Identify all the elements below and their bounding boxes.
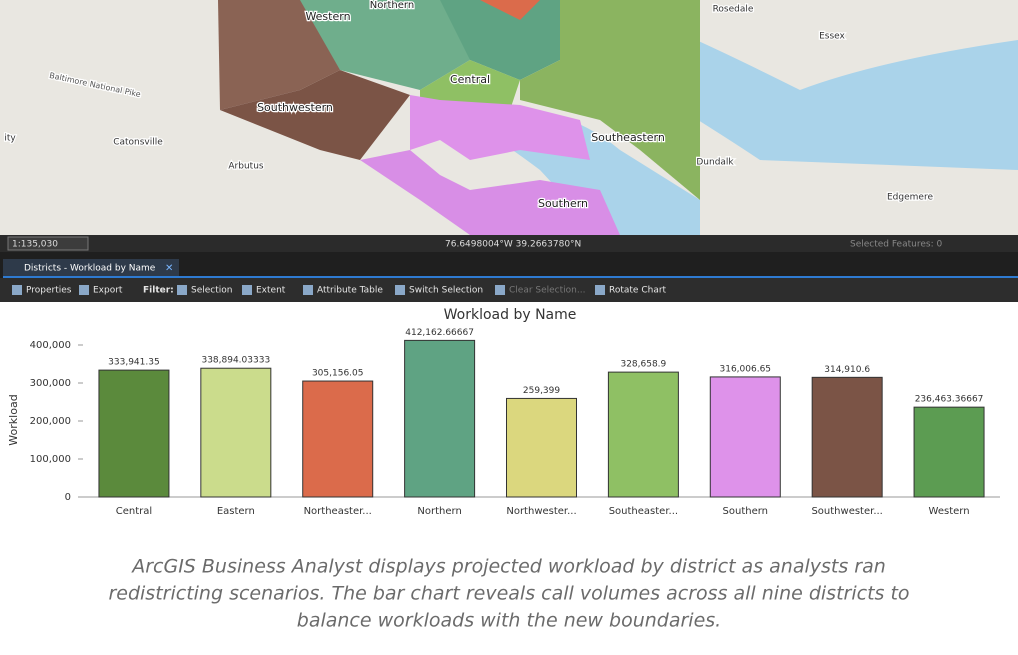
map-label: Dundalk <box>696 158 734 168</box>
tool-button[interactable]: Export <box>93 286 123 296</box>
y-tick-label: 0 <box>65 492 71 503</box>
x-tick-label: Southern <box>723 506 769 517</box>
map-label: ity <box>4 134 16 144</box>
bar <box>200 367 272 498</box>
map-label: Southern <box>538 197 588 210</box>
value-label: 314,910.6 <box>824 365 870 375</box>
value-label: 316,006.65 <box>720 364 772 374</box>
x-tick-label: Southeaster... <box>609 506 678 517</box>
tab-underline <box>3 276 1018 278</box>
chart-title: Workload by Name <box>444 307 577 323</box>
district <box>480 0 540 20</box>
scale: 1:135,030 <box>12 240 58 250</box>
toolbar <box>0 278 1018 302</box>
bar <box>709 376 781 498</box>
status-bar <box>0 235 1018 252</box>
bar <box>302 380 374 498</box>
y-tick-label: 400,000 <box>30 340 71 351</box>
tool-button[interactable]: Attribute Table <box>317 286 383 296</box>
map-label: Essex <box>819 32 845 42</box>
tool-button[interactable]: Clear Selection... <box>509 286 585 296</box>
district <box>520 0 700 200</box>
y-tick-label: 100,000 <box>30 454 71 465</box>
x-tick-label: Northern <box>417 506 461 517</box>
tool-button[interactable]: Filter: <box>143 286 174 296</box>
map-label: Edgemere <box>887 193 933 203</box>
map-label: Central <box>450 73 490 86</box>
bar <box>404 339 476 498</box>
value-label: 236,463.36667 <box>915 395 984 405</box>
tool-icon[interactable] <box>303 285 313 295</box>
y-axis-label: Workload <box>7 394 20 445</box>
x-tick-label: Northeaster... <box>304 506 372 517</box>
map-label: Catonsville <box>113 138 163 148</box>
y-tick-label: 300,000 <box>30 378 71 389</box>
map-label: Northern <box>370 0 414 11</box>
tool-icon[interactable] <box>395 285 405 295</box>
coordinates: 76.6498004°W 39.2663780°N <box>445 240 581 250</box>
value-label: 412,162.66667 <box>405 328 474 338</box>
value-label: 305,156.05 <box>312 369 364 379</box>
value-label: 328,658.9 <box>620 360 666 370</box>
district <box>360 150 620 235</box>
tool-icon[interactable] <box>79 285 89 295</box>
value-label: 333,941.35 <box>108 358 160 368</box>
tool-icon[interactable] <box>177 285 187 295</box>
bar <box>506 397 577 498</box>
caption-line: redistricting scenarios. The bar chart r… <box>108 583 909 605</box>
bar <box>811 376 883 498</box>
x-tick-label: Central <box>116 506 152 517</box>
tool-button[interactable]: Selection <box>191 286 232 296</box>
tool-icon[interactable] <box>12 285 22 295</box>
value-label: 338,894.03333 <box>201 356 270 366</box>
map-label: Arbutus <box>228 162 264 172</box>
bar <box>98 369 170 498</box>
caption-line: ArcGIS Business Analyst displays project… <box>130 556 886 578</box>
tool-icon[interactable] <box>495 285 505 295</box>
district <box>300 0 470 90</box>
tab-close[interactable]: ✕ <box>165 263 173 274</box>
tool-button[interactable]: Properties <box>26 286 72 296</box>
value-label: 259,399 <box>523 386 560 396</box>
map-label: Southwestern <box>257 101 333 114</box>
map-label: Western <box>305 10 350 23</box>
tool-icon[interactable] <box>242 285 252 295</box>
district <box>410 95 590 160</box>
tool-button[interactable]: Switch Selection <box>409 286 483 296</box>
x-tick-label: Southwester... <box>811 506 882 517</box>
tool-icon[interactable] <box>595 285 605 295</box>
x-tick-label: Northwester... <box>506 506 576 517</box>
x-tick-label: Western <box>929 506 970 517</box>
map-label: Southeastern <box>591 131 665 144</box>
selected-features: Selected Features: 0 <box>850 240 942 250</box>
district <box>220 70 410 160</box>
bar <box>913 406 985 498</box>
x-tick-label: Eastern <box>217 506 255 517</box>
tab[interactable] <box>3 259 179 276</box>
bar <box>607 371 679 498</box>
scale-box[interactable] <box>7 236 89 251</box>
water <box>600 20 1018 170</box>
caption-line: balance workloads with the new boundarie… <box>297 610 721 632</box>
tool-button[interactable]: Extent <box>256 286 286 296</box>
district <box>218 0 340 110</box>
district <box>420 60 520 110</box>
y-tick-label: 200,000 <box>30 416 71 427</box>
map-label: Rosedale <box>713 5 754 15</box>
tool-button[interactable]: Rotate Chart <box>609 286 667 296</box>
tab-title: Districts - Workload by Name <box>24 264 156 274</box>
